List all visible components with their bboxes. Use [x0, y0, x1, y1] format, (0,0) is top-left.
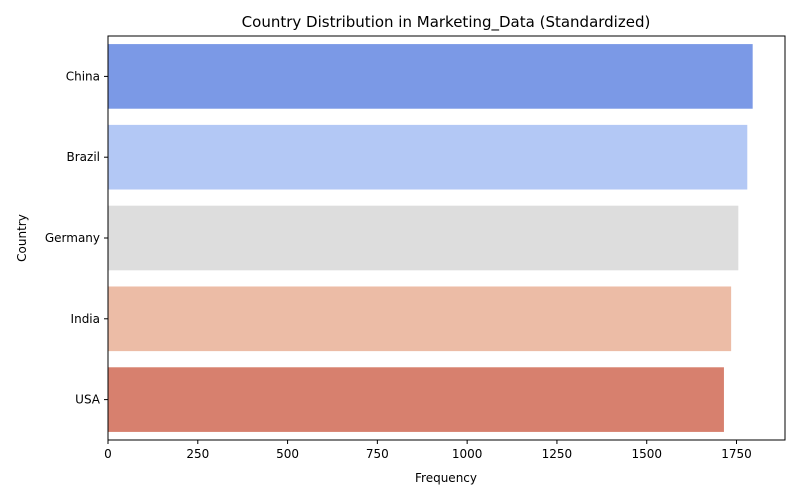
x-tick-label: 250 — [186, 447, 209, 461]
x-tick-label: 1500 — [631, 447, 662, 461]
bar-germany — [108, 205, 739, 271]
x-ticks-group: 0 250 500 750 1000 1250 1500 1750 — [104, 440, 752, 461]
x-tick-label: 750 — [366, 447, 389, 461]
x-tick-label: 500 — [276, 447, 299, 461]
plot-frame — [107, 35, 786, 441]
x-axis-label: Frequency — [415, 471, 477, 485]
y-tick-label: Germany — [45, 231, 100, 245]
y-tick-label: USA — [75, 393, 101, 407]
bar-usa — [108, 367, 724, 432]
x-tick-label: 1000 — [452, 447, 483, 461]
y-tick-label: India — [71, 312, 100, 326]
x-tick-label: 1250 — [542, 447, 573, 461]
y-ticks-group: China Brazil Germany India USA — [45, 69, 108, 407]
y-tick-label: Brazil — [67, 150, 101, 164]
y-tick-label: China — [66, 69, 100, 83]
y-axis-label: Country — [15, 214, 29, 262]
bar-china — [108, 44, 753, 109]
chart-title: Country Distribution in Marketing_Data (… — [242, 13, 651, 32]
bar-india — [108, 286, 732, 352]
bar-brazil — [108, 124, 748, 190]
x-tick-label: 0 — [104, 447, 112, 461]
x-tick-label: 1750 — [721, 447, 752, 461]
bars-group — [108, 44, 753, 432]
